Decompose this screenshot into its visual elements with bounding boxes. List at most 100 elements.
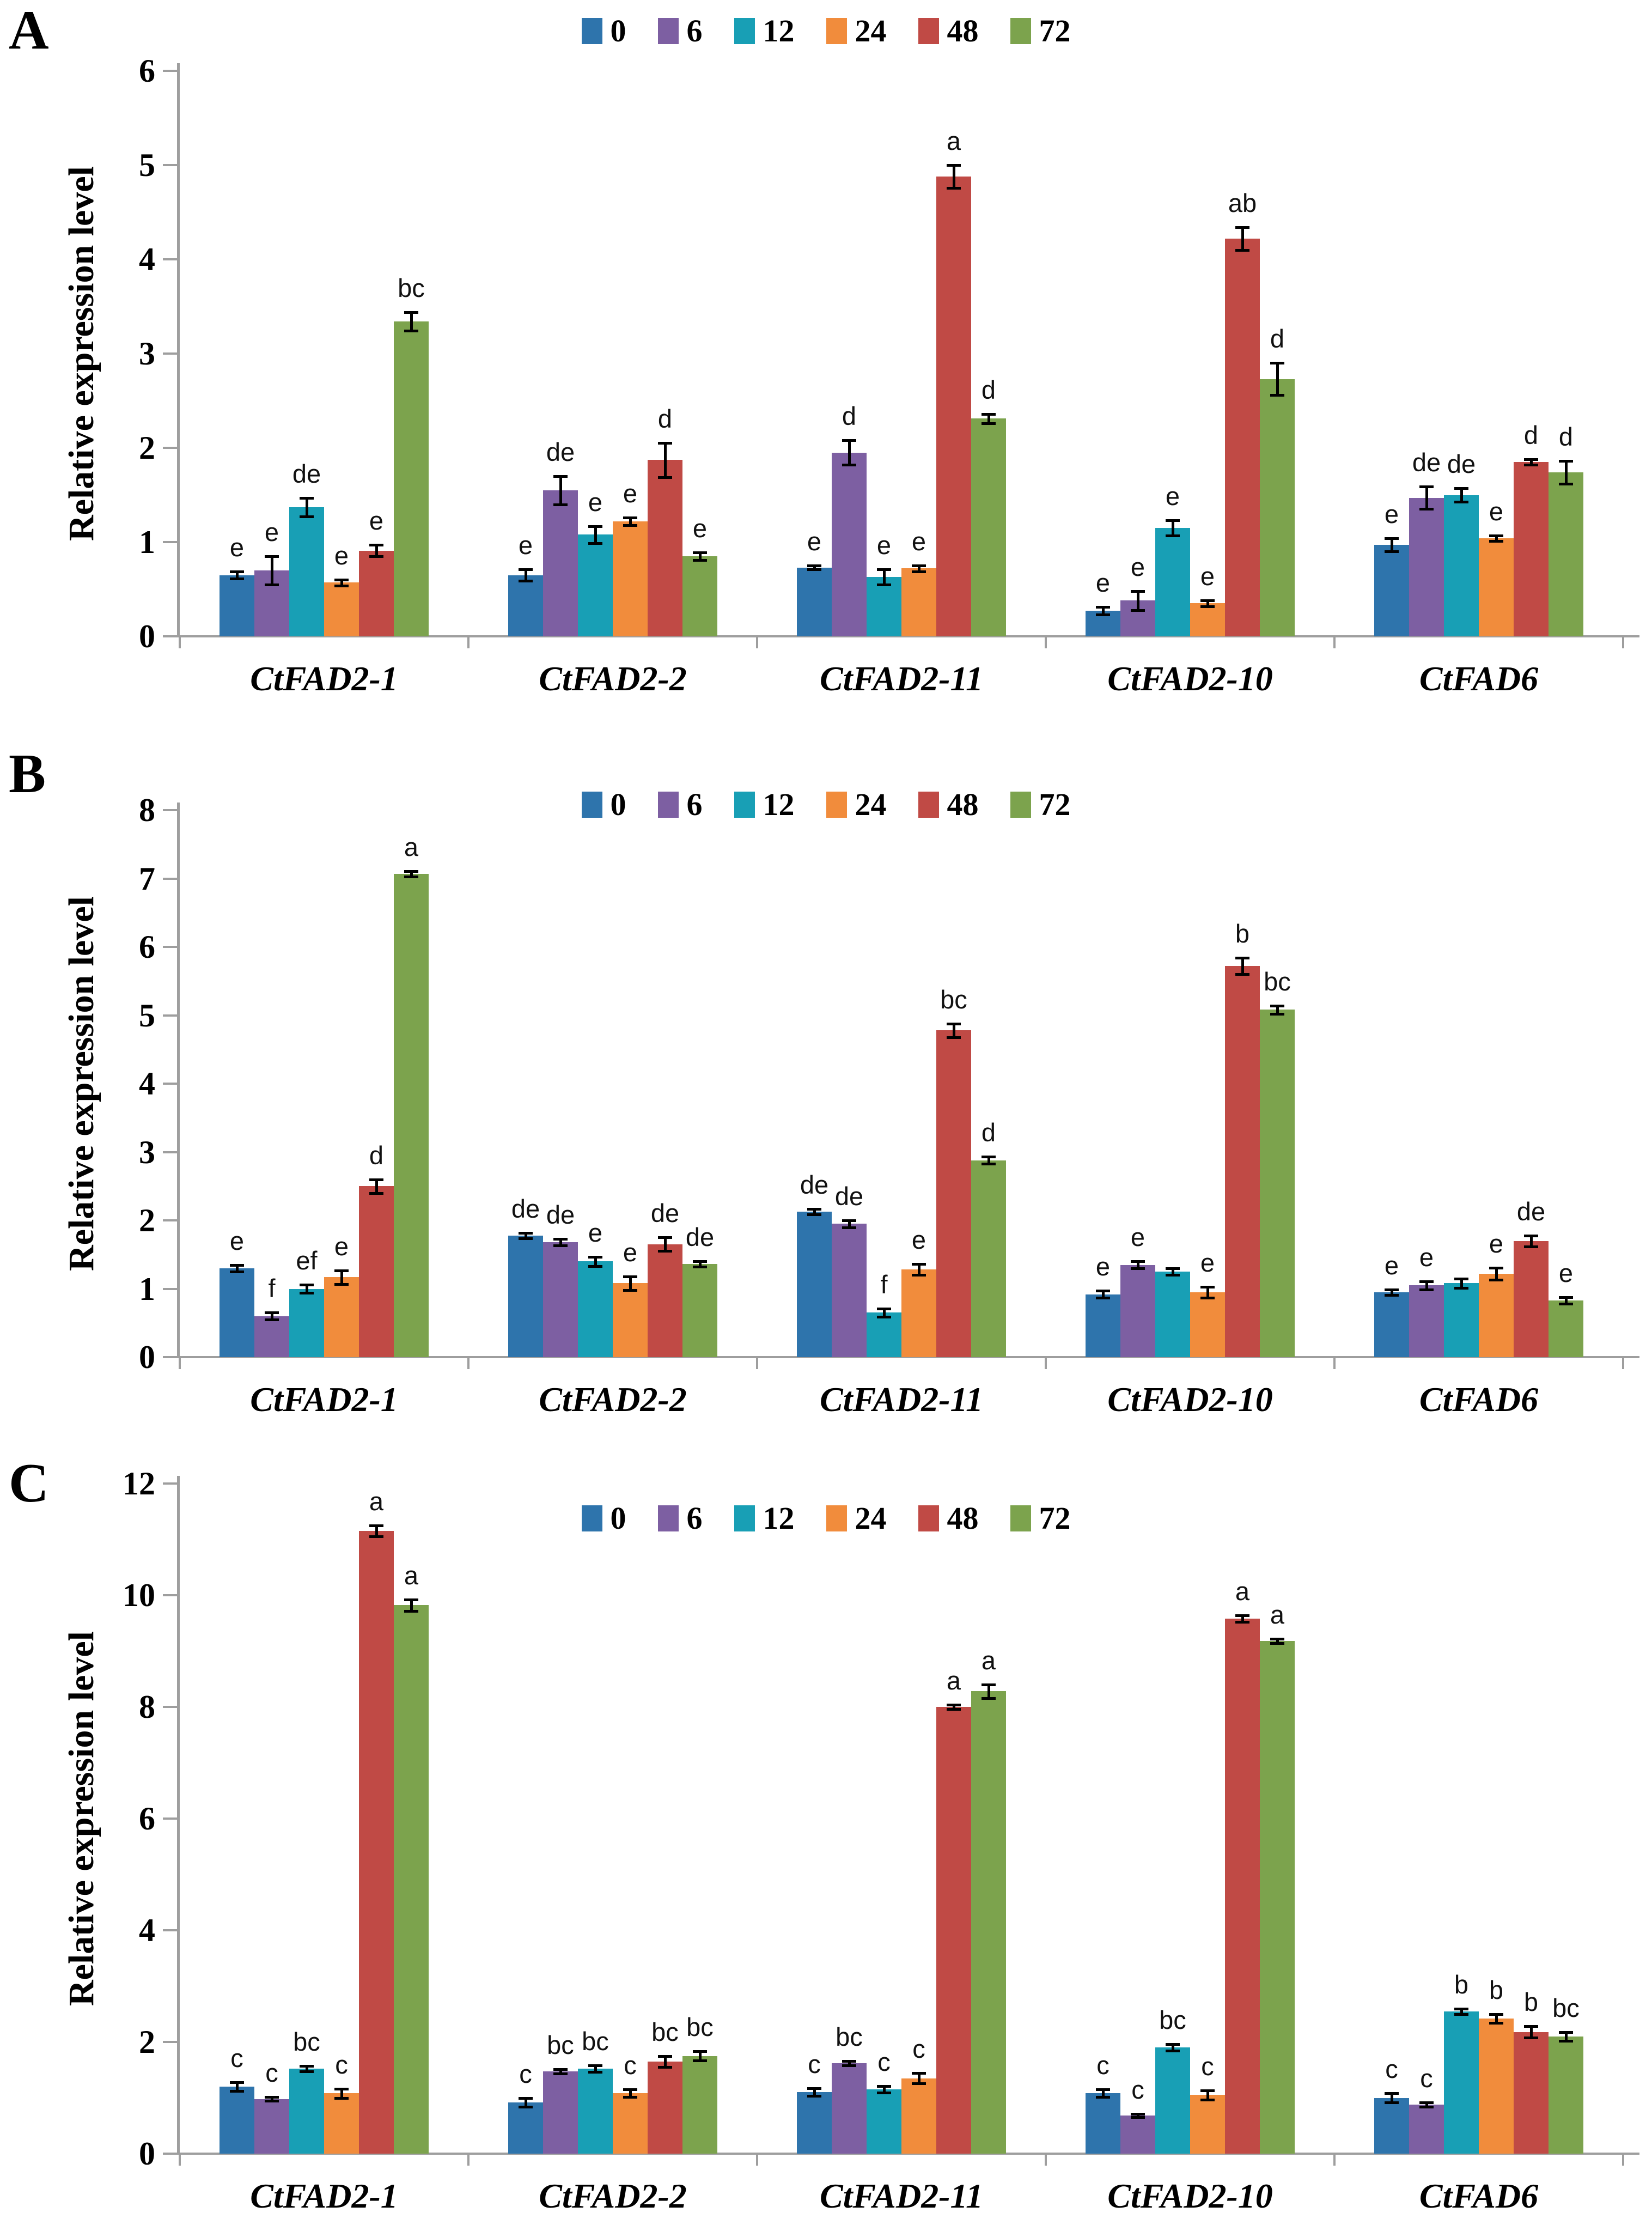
error-bar (340, 2089, 343, 2098)
error-bar-cap (807, 2087, 821, 2090)
sig-letter: e (807, 527, 822, 556)
legend-swatch-icon (581, 1505, 602, 1531)
error-bar-cap (300, 2065, 314, 2068)
error-bar-cap (807, 568, 821, 572)
error-bar-cap (334, 2088, 349, 2091)
error-bar (305, 497, 308, 517)
panel-c: C 0 6 12 24 48 72 Relative expression level 0… (0, 1449, 1652, 2237)
sig-letter: ab (1228, 189, 1257, 218)
sig-letter: bc (293, 2027, 320, 2057)
sig-letter: e (1384, 1250, 1399, 1280)
sig-letter: e (1130, 1223, 1145, 1252)
error-bar-cap (553, 2068, 568, 2071)
bar-12h-CtFAD6 (1444, 1283, 1479, 1357)
error-bar-cap (588, 1255, 602, 1259)
bar-48h-CtFAD2-1 (359, 1531, 394, 2154)
error-bar-cap (1524, 464, 1538, 467)
sig-letter: bc (836, 2022, 863, 2051)
error-bar-cap (334, 584, 349, 587)
bar-12h-CtFAD2-11 (867, 577, 901, 636)
sig-letter: e (334, 541, 349, 570)
y-tick (163, 70, 177, 72)
sig-letter: e (911, 1225, 926, 1255)
error-bar-cap (912, 570, 926, 573)
y-tick (163, 1482, 177, 1485)
error-bar (410, 1600, 413, 1611)
error-bar-cap (1096, 606, 1110, 609)
error-bar-cap (912, 1274, 926, 1277)
error-bar-cap (693, 2050, 707, 2053)
error-bar-cap (623, 524, 637, 527)
error-bar (1460, 1278, 1463, 1288)
category-label: CtFAD2-10 (1107, 659, 1273, 698)
category-label: CtFAD6 (1419, 2177, 1539, 2215)
bar-72h-CtFAD2-10 (1260, 1010, 1295, 1357)
legend-item: 72 (1010, 15, 1071, 47)
error-bar-cap (1489, 2022, 1503, 2025)
error-bar-cap (1270, 1637, 1284, 1640)
bar-24h-CtFAD2-2 (613, 521, 648, 636)
error-bar (524, 2098, 527, 2107)
bar-72h-CtFAD6 (1549, 472, 1583, 636)
error-bar-cap (369, 544, 383, 547)
error-bar-cap (1419, 508, 1434, 511)
bar-6h-CtFAD2-10 (1120, 1265, 1155, 1357)
error-bar (559, 476, 562, 504)
bar-12h-CtFAD6 (1444, 495, 1479, 636)
legend-label: 6 (686, 787, 703, 822)
bar-48h-CtFAD2-1 (359, 1186, 394, 1357)
x-tick (1045, 2154, 1047, 2166)
bar-24h-CtFAD6 (1479, 2018, 1514, 2154)
error-bar-cap (1524, 458, 1538, 461)
error-bar-cap (1166, 2050, 1180, 2053)
error-bar (1425, 2102, 1428, 2107)
error-bar-cap (877, 1315, 891, 1318)
y-tick-label: 6 (139, 53, 155, 89)
category-label: CtFAD2-2 (539, 659, 687, 698)
bar-24h-CtFAD2-10 (1190, 2095, 1225, 2154)
error-bar (1101, 1291, 1105, 1298)
bar-0h-CtFAD2-10 (1086, 1294, 1120, 1357)
error-bar-cap (1235, 1614, 1249, 1617)
bar-72h-CtFAD2-10 (1260, 1641, 1295, 2154)
error-bar-cap (265, 2096, 279, 2099)
legend-label: 12 (763, 787, 795, 822)
category-label: CtFAD2-2 (539, 1380, 687, 1419)
bar-0h-CtFAD6 (1374, 2098, 1409, 2154)
error-bar (1390, 538, 1393, 552)
y-tick-label: 3 (139, 336, 155, 372)
sig-letter: f (880, 1269, 888, 1299)
legend-label: 72 (1039, 787, 1071, 822)
error-bar-cap (1454, 1287, 1468, 1290)
y-tick-label: 3 (139, 1134, 155, 1170)
error-bar-cap (265, 1318, 279, 1321)
sig-letter: d (842, 402, 857, 431)
y-tick-label: 8 (139, 792, 155, 828)
bar-0h-CtFAD2-11 (797, 1211, 832, 1357)
error-bar-cap (553, 475, 568, 478)
bar-12h-CtFAD2-10 (1155, 1272, 1190, 1357)
sig-letter: a (1235, 1576, 1250, 1606)
error-bar-cap (300, 515, 314, 519)
legend-label: 48 (947, 787, 979, 822)
sig-letter: e (1489, 496, 1504, 526)
sig-letter: e (1165, 482, 1180, 511)
legend-item: 6 (657, 15, 703, 47)
error-bar-cap (265, 2099, 279, 2102)
error-bar (559, 2069, 562, 2074)
error-bar-cap (1166, 1267, 1180, 1270)
error-bar-cap (1096, 2096, 1110, 2099)
sig-letter: de (1412, 447, 1441, 477)
bar-12h-CtFAD2-10 (1155, 528, 1190, 636)
error-bar (1495, 1267, 1498, 1280)
sig-letter: a (981, 1646, 996, 1675)
error-bar (848, 440, 851, 465)
sig-letter: e (1200, 1248, 1215, 1277)
error-bar-cap (1559, 2031, 1573, 2034)
error-bar-cap (1385, 2092, 1399, 2095)
y-tick-label: 4 (139, 1066, 155, 1102)
error-bar (882, 569, 886, 585)
sig-letter: c (1201, 2052, 1214, 2081)
error-bar-cap (842, 2064, 856, 2068)
bar-72h-CtFAD2-2 (682, 1264, 717, 1357)
